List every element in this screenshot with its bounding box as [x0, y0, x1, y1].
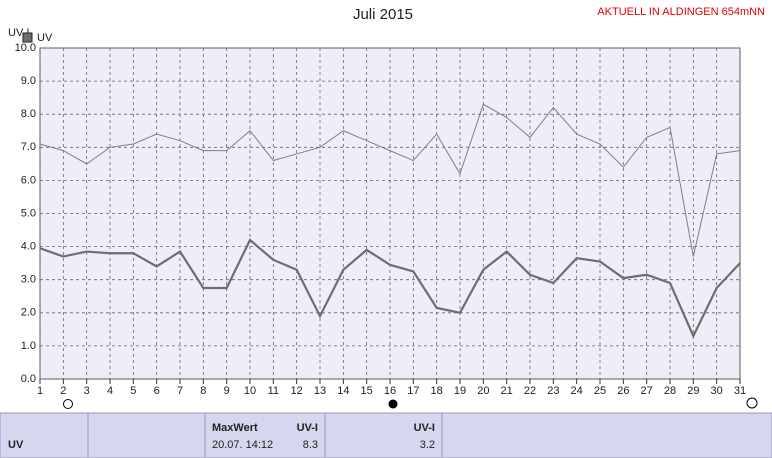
x-tick-label: 24	[571, 385, 583, 397]
icon	[63, 399, 73, 409]
y-tick-label: 9.0	[21, 75, 36, 87]
x-tick-label: 27	[641, 385, 653, 397]
x-tick-label: 17	[407, 385, 419, 397]
x-tick-label: 9	[224, 385, 230, 397]
x-tick-label: 3	[84, 385, 90, 397]
subtitle: AKTUELL IN ALDINGEN 654mNN	[597, 6, 765, 18]
x-tick-label: 11	[268, 385, 279, 397]
x-tick-label: 25	[594, 385, 606, 397]
header: UV-I	[297, 422, 318, 434]
x-tick-label: 2	[60, 385, 66, 397]
table: UV MaxWert UV-I 20.07. 14:12 8.3 UV-I 3.…	[0, 412, 772, 458]
y-tick-label: 8.0	[21, 108, 36, 120]
cell: 8.3	[303, 439, 318, 451]
y-tick-label: 6.0	[21, 174, 36, 186]
x-tick-label: 19	[454, 385, 466, 397]
icon	[388, 399, 398, 409]
y-tick-label: 2.0	[21, 307, 36, 319]
cell: 20.07. 14:12	[212, 439, 273, 451]
x-tick-label: 26	[617, 385, 629, 397]
row-label: UV	[8, 439, 24, 451]
x-tick-label: 8	[200, 385, 206, 397]
x-tick-label: 4	[107, 385, 113, 397]
y-tick-label: 1.0	[21, 340, 36, 352]
icon	[746, 397, 758, 409]
x-tick-label: 16	[384, 385, 396, 397]
x-tick-label: 6	[154, 385, 160, 397]
x-tick-label: 7	[177, 385, 183, 397]
x-tick-label: 10	[244, 385, 256, 397]
x-tick-label: 28	[664, 385, 676, 397]
x-tick-label: 20	[477, 385, 489, 397]
x-tick-label: 5	[130, 385, 136, 397]
series-line	[39, 238, 741, 339]
cell: 3.2	[420, 439, 435, 451]
y-tick-label: 7.0	[21, 141, 36, 153]
y-tick-label: 0.0	[21, 373, 36, 385]
header: MaxWert	[212, 422, 258, 434]
x-tick-label: 14	[337, 385, 349, 397]
chart-title: Juli 2015	[353, 6, 413, 23]
y-tick-label: 5.0	[21, 207, 36, 219]
y-tick-label: 10.0	[15, 42, 36, 54]
x-tick-label: 30	[711, 385, 723, 397]
series-line	[39, 103, 741, 257]
x-tick-label: 12	[291, 385, 303, 397]
legend-swatch	[22, 32, 33, 43]
y-tick-label: 3.0	[21, 274, 36, 286]
header: UV-I	[414, 422, 435, 434]
x-tick-label: 18	[431, 385, 443, 397]
x-tick-label: 22	[524, 385, 536, 397]
x-tick-label: 23	[547, 385, 559, 397]
x-tick-label: 21	[501, 385, 513, 397]
x-tick-label: 1	[37, 385, 43, 397]
x-tick-label: 15	[361, 385, 373, 397]
x-tick-label: 13	[314, 385, 326, 397]
y-tick-label: 4.0	[21, 241, 36, 253]
x-tick-label: 31	[734, 385, 746, 397]
x-tick-label: 29	[687, 385, 699, 397]
table-bg	[0, 412, 772, 458]
legend-label: UV	[37, 32, 53, 44]
